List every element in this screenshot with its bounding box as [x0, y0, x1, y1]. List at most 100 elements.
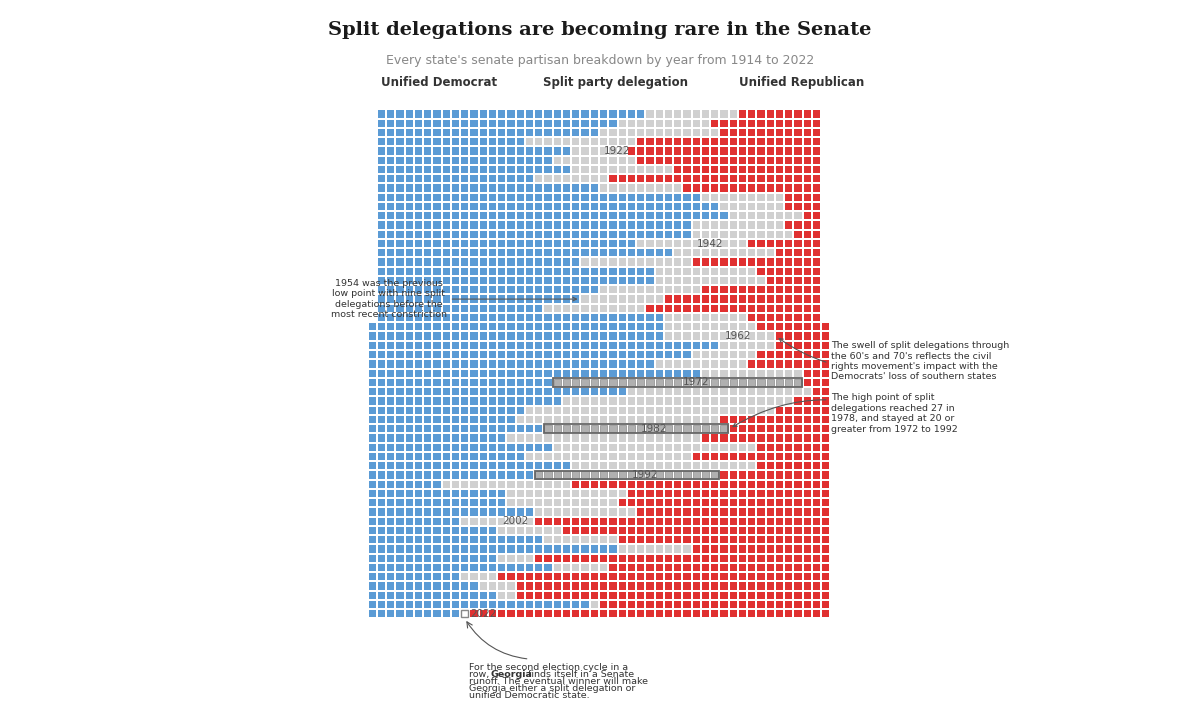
- Bar: [776, 138, 784, 145]
- Bar: [767, 231, 774, 238]
- Bar: [553, 249, 560, 256]
- Bar: [443, 110, 450, 117]
- Bar: [406, 444, 413, 451]
- Bar: [647, 564, 654, 571]
- Bar: [618, 508, 625, 516]
- Bar: [368, 582, 376, 590]
- Bar: [406, 110, 413, 117]
- Bar: [757, 555, 764, 562]
- Bar: [498, 536, 505, 543]
- Bar: [378, 332, 385, 339]
- Bar: [757, 397, 764, 405]
- Bar: [702, 147, 709, 155]
- Bar: [590, 268, 598, 275]
- Bar: [572, 212, 580, 219]
- Bar: [702, 471, 709, 478]
- Bar: [665, 536, 672, 543]
- Bar: [498, 240, 505, 247]
- Bar: [582, 212, 589, 219]
- Bar: [406, 397, 413, 405]
- Bar: [712, 203, 719, 210]
- Bar: [368, 546, 376, 553]
- Bar: [415, 397, 422, 405]
- Bar: [804, 249, 811, 256]
- Bar: [480, 369, 487, 377]
- Bar: [600, 332, 607, 339]
- Bar: [655, 166, 662, 173]
- Bar: [812, 231, 820, 238]
- Bar: [812, 332, 820, 339]
- Bar: [739, 508, 746, 516]
- Bar: [618, 601, 625, 608]
- Bar: [647, 240, 654, 247]
- Bar: [794, 138, 802, 145]
- Bar: [526, 166, 533, 173]
- Bar: [683, 277, 690, 284]
- Bar: [776, 407, 784, 414]
- Bar: [590, 574, 598, 581]
- Bar: [794, 240, 802, 247]
- Bar: [470, 536, 478, 543]
- Bar: [637, 351, 644, 358]
- Bar: [794, 546, 802, 553]
- Bar: [517, 555, 524, 562]
- Bar: [368, 480, 376, 488]
- Bar: [388, 286, 395, 294]
- Bar: [498, 305, 505, 312]
- Bar: [590, 379, 598, 386]
- Bar: [470, 527, 478, 534]
- Bar: [488, 444, 496, 451]
- Bar: [712, 369, 719, 377]
- Bar: [582, 286, 589, 294]
- Bar: [804, 193, 811, 201]
- Bar: [590, 490, 598, 497]
- Bar: [461, 323, 468, 331]
- Bar: [498, 499, 505, 506]
- Bar: [535, 342, 542, 349]
- Bar: [628, 582, 635, 590]
- Bar: [757, 435, 764, 442]
- Bar: [767, 258, 774, 266]
- Bar: [517, 286, 524, 294]
- Bar: [415, 453, 422, 460]
- Bar: [665, 591, 672, 599]
- Bar: [508, 268, 515, 275]
- Bar: [674, 110, 682, 117]
- Bar: [590, 546, 598, 553]
- Bar: [767, 138, 774, 145]
- Bar: [545, 444, 552, 451]
- Bar: [692, 425, 700, 432]
- Bar: [712, 416, 719, 423]
- Bar: [812, 193, 820, 201]
- Bar: [804, 582, 811, 590]
- Bar: [590, 425, 598, 432]
- Bar: [702, 546, 709, 553]
- Bar: [572, 166, 580, 173]
- Bar: [488, 185, 496, 192]
- Bar: [582, 157, 589, 164]
- Bar: [674, 591, 682, 599]
- Bar: [582, 416, 589, 423]
- Bar: [702, 397, 709, 405]
- Bar: [406, 591, 413, 599]
- Bar: [563, 610, 570, 617]
- Bar: [582, 147, 589, 155]
- Bar: [776, 193, 784, 201]
- Bar: [378, 379, 385, 386]
- Bar: [665, 231, 672, 238]
- Bar: [647, 342, 654, 349]
- Bar: [526, 342, 533, 349]
- Bar: [767, 397, 774, 405]
- Bar: [545, 499, 552, 506]
- Bar: [582, 518, 589, 525]
- Bar: [748, 120, 755, 127]
- Bar: [452, 166, 460, 173]
- Bar: [424, 407, 431, 414]
- Bar: [757, 369, 764, 377]
- Bar: [702, 138, 709, 145]
- Bar: [498, 379, 505, 386]
- Bar: [590, 480, 598, 488]
- Bar: [517, 416, 524, 423]
- Bar: [767, 425, 774, 432]
- Bar: [406, 582, 413, 590]
